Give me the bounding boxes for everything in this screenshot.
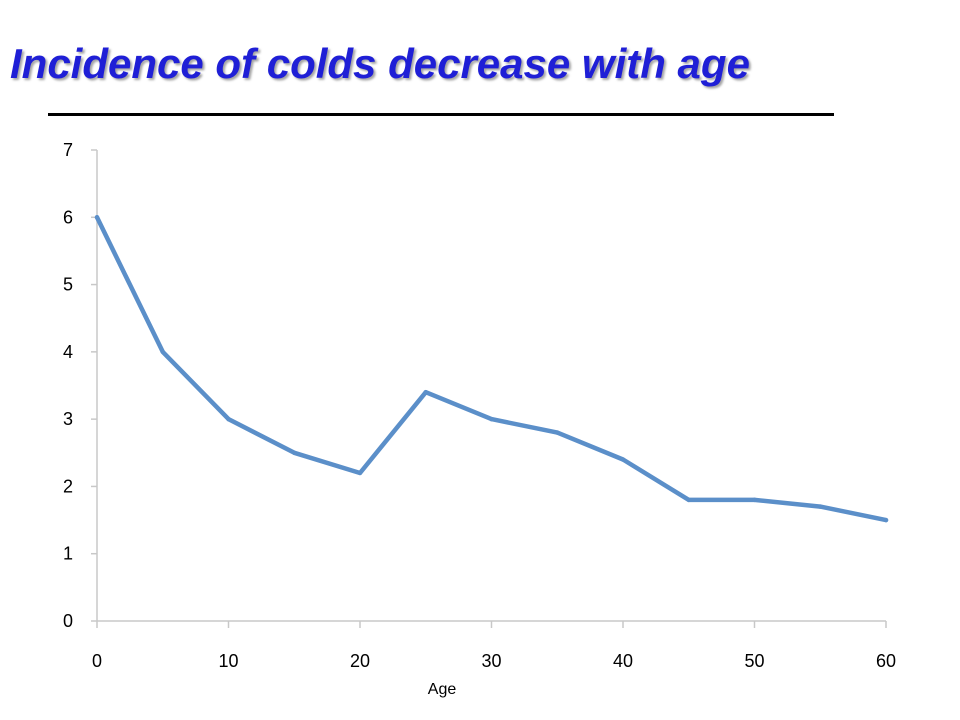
x-tick-label: 60 [876,651,896,671]
data-point [686,497,691,503]
data-point [160,349,165,355]
data-point [555,430,560,435]
data-point [620,457,626,462]
y-tick-label: 1 [63,544,73,564]
data-point [883,517,889,523]
y-tick-label: 4 [63,342,73,362]
data-point [226,416,231,422]
x-axis-title: Age [428,681,457,698]
x-tick-label: 20 [350,651,370,671]
y-tick-label: 6 [63,207,73,227]
data-point [357,470,363,476]
data-point [489,416,494,422]
x-tick-label: 40 [613,651,633,671]
y-tick-label: 0 [63,611,73,631]
y-tick-label: 5 [63,275,73,295]
data-point [292,450,297,455]
series-line [94,215,889,523]
x-tick-label: 0 [92,651,102,671]
y-tick-label: 3 [63,409,73,429]
chart-series [94,215,889,523]
chart-axes [96,150,886,622]
data-point [423,390,428,395]
y-tick-label: 7 [63,140,73,160]
x-tick-label: 10 [218,651,238,671]
data-point [818,504,823,509]
y-tick-label: 2 [63,476,73,496]
slide-title: Incidence of colds decrease with age [10,40,750,87]
chart-ticks: 0 1 2 3 4 5 6 7 0 10 20 30 40 50 60 [63,140,896,671]
x-tick-label: 50 [744,651,764,671]
title-underline [48,113,834,116]
data-point [94,215,100,220]
data-point [752,497,757,503]
x-tick-label: 30 [481,651,501,671]
